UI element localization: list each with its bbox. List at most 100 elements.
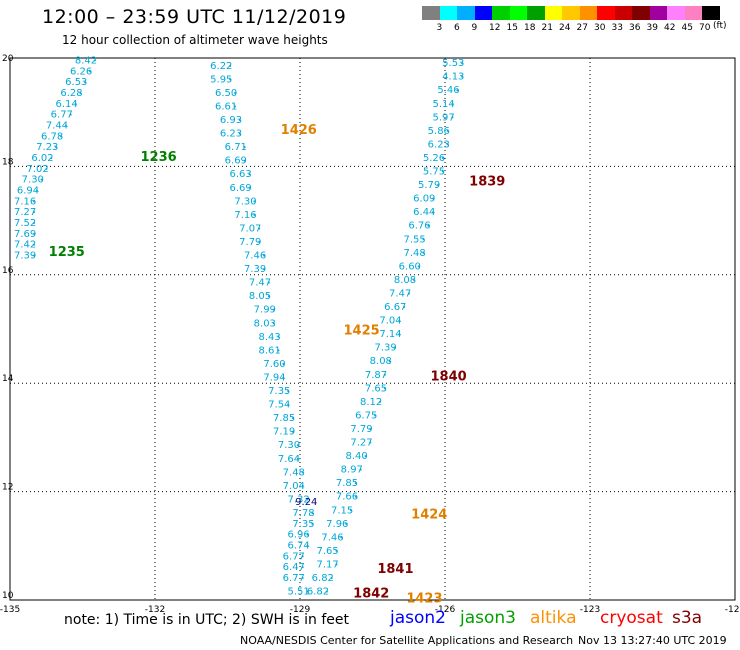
measurement-point [437, 184, 439, 187]
wave-height-value: 7.30 [22, 175, 44, 186]
wave-height-value: 7.30 [278, 440, 300, 451]
measurement-point [248, 173, 251, 176]
measurement-point [330, 577, 333, 580]
wave-height-value: 6.76 [408, 221, 430, 232]
measurement-point [229, 78, 232, 81]
measurement-point [393, 346, 396, 349]
measurement-point [248, 186, 251, 189]
wave-height-value: 7.27 [350, 438, 372, 449]
measurement-point [335, 549, 338, 552]
measurement-point [350, 509, 352, 512]
measurement-point [325, 590, 328, 593]
wave-height-value: 7.23 [36, 142, 58, 153]
map-subtitle: 12 hour collection of altimeter wave hei… [62, 33, 328, 47]
wave-height-value: 6.82 [307, 587, 329, 598]
measurement-point [258, 240, 261, 243]
measurement-point [354, 482, 357, 485]
wave-height-value: 6.02 [31, 153, 53, 164]
y-tick-label: 12 [2, 483, 13, 493]
wave-height-value: 7.30 [234, 196, 256, 207]
wave-height-value: 7.52 [14, 218, 36, 229]
measurement-point [234, 91, 236, 94]
wave-height-value: 7.48 [404, 248, 426, 259]
measurement-point [417, 265, 420, 268]
wave-height-value: 7.42 [14, 240, 36, 251]
wave-height-value: 7.17 [317, 559, 339, 570]
wave-height-value: 6.74 [288, 541, 310, 552]
satellite-legend-s3a: s3a [672, 608, 703, 628]
measurement-point [388, 360, 391, 363]
measurement-point [234, 105, 236, 108]
measurement-point [301, 577, 304, 580]
measurement-point [55, 146, 58, 149]
measurement-point [306, 544, 309, 547]
wave-height-value: 6.94 [17, 186, 39, 197]
color-swatch: 21 [542, 6, 562, 33]
color-swatch-label: 21 [541, 23, 553, 33]
measurement-point [456, 89, 459, 92]
measurement-point [50, 156, 53, 159]
wave-height-value: 7.32 [288, 494, 310, 505]
measurement-point [461, 62, 464, 65]
wave-height-value: 7.35 [268, 386, 290, 397]
x-tick-label: -123 [580, 605, 600, 615]
measurement-point [369, 441, 372, 444]
measurement-point [306, 533, 309, 536]
color-swatch: 6 [454, 6, 475, 33]
wave-height-value: 5.97 [433, 112, 455, 123]
wave-height-value: 7.39 [244, 264, 266, 275]
wave-height-value: 7.47 [249, 278, 271, 289]
wave-height-value: 7.46 [244, 251, 266, 262]
wave-height-value: 7.85 [336, 478, 358, 489]
measurement-point [89, 70, 91, 73]
measurement-point [374, 414, 377, 417]
measurement-point [432, 211, 435, 214]
wave-height-value: 6.82 [312, 573, 334, 584]
measurement-point [253, 213, 256, 216]
track-time-label: 1423 [406, 592, 442, 607]
color-swatch-label: 24 [559, 23, 571, 33]
measurement-point [33, 211, 35, 214]
measurement-point [74, 102, 77, 105]
measurement-point [64, 124, 67, 127]
measurement-point [296, 444, 299, 447]
track-time-label: 1842 [353, 586, 389, 601]
wave-height-value: 7.39 [14, 251, 36, 262]
wave-height-value: 6.44 [413, 207, 435, 218]
wave-height-value: 7.47 [389, 288, 411, 299]
measurement-point [40, 178, 43, 181]
color-swatch-label: 3 [436, 23, 443, 33]
wave-height-value: 6.26 [70, 66, 92, 77]
wave-height-value: 6.23 [428, 139, 450, 150]
measurement-point [301, 484, 304, 487]
satellite-legend-jason3: jason3 [460, 608, 516, 628]
color-swatch-label: 70 [699, 23, 711, 33]
color-swatch: 9 [472, 6, 492, 33]
track-time-label: 1424 [411, 508, 447, 523]
timestamp: Nov 13 13:27:40 UTC 2019 [578, 634, 727, 647]
measurement-point [258, 227, 261, 230]
wave-height-value: 7.07 [239, 223, 261, 234]
color-swatch: 24 [559, 6, 580, 33]
color-swatch: 12 [489, 6, 510, 33]
color-swatch: 3 [437, 6, 457, 33]
wave-height-value: 6.47 [283, 562, 305, 573]
wave-height-value: 7.64 [278, 454, 300, 465]
wave-height-value: 7.65 [317, 546, 339, 557]
measurement-point [272, 322, 275, 325]
wave-height-value: 7.60 [263, 359, 285, 370]
wave-height-value: 6.60 [399, 261, 421, 272]
wave-height-value: 7.04 [283, 481, 305, 492]
wave-height-value: 6.77 [51, 110, 73, 121]
measurement-point [340, 536, 343, 539]
color-swatch-label: 27 [576, 23, 588, 33]
measurement-point [263, 268, 265, 271]
measurement-point [441, 156, 444, 159]
measurement-point [422, 251, 425, 254]
measurement-point [282, 376, 285, 379]
wave-height-value: 7.27 [14, 207, 36, 218]
measurement-point [292, 430, 294, 433]
color-swatch: 45 [682, 6, 702, 33]
satellite-legend-jason2: jason2 [390, 608, 446, 628]
